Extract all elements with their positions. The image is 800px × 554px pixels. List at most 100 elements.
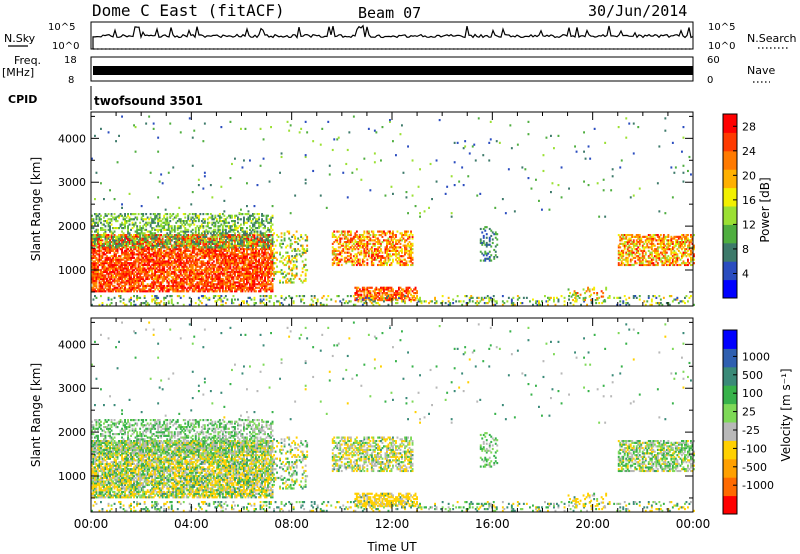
power-cell: [203, 251, 206, 254]
power-cell: [179, 281, 182, 284]
power-cell: [214, 239, 217, 242]
power-cell: [137, 248, 140, 251]
power-cell: [253, 235, 256, 238]
power-cell: [163, 274, 166, 277]
power-cell: [133, 283, 135, 286]
power-cell: [124, 262, 126, 265]
power-cell: [220, 281, 223, 284]
power-cell: [259, 284, 262, 288]
power-cell: [262, 283, 265, 286]
power-cell: [259, 256, 262, 259]
station-title: Dome C East (fitACF): [92, 1, 285, 20]
power-cell: [166, 253, 169, 256]
power-cell: [124, 213, 126, 216]
power-cell: [176, 274, 179, 277]
power-cell: [221, 235, 224, 238]
power-cell: [369, 290, 372, 293]
power-cell: [223, 274, 226, 277]
power-cell: [176, 290, 179, 293]
power-cell: [124, 260, 126, 263]
power-cell: [124, 286, 126, 289]
power-cell: [91, 249, 93, 252]
power-cell: [119, 288, 122, 291]
power-cell: [182, 265, 185, 268]
power-cell: [215, 286, 218, 289]
power-cell: [228, 248, 230, 251]
power-cell: [109, 277, 111, 281]
power-cell: [98, 242, 101, 245]
power-cell: [100, 241, 102, 244]
power-cell: [104, 283, 107, 286]
power-cell: [172, 235, 175, 238]
power-cell: [146, 290, 149, 293]
power-cell: [206, 260, 209, 263]
power-cell: [101, 262, 104, 265]
power-cell: [182, 290, 185, 293]
power-cell: [134, 235, 137, 238]
power-cell: [148, 274, 151, 277]
power-cell: [203, 242, 206, 245]
power-cell: [179, 286, 182, 289]
power-cell: [91, 241, 93, 244]
power-cell: [224, 228, 227, 231]
power-cell: [119, 281, 122, 284]
power-cell: [176, 263, 179, 267]
power-cell: [94, 281, 96, 284]
power-cell: [128, 253, 131, 256]
power-cell: [246, 251, 248, 254]
power-cell: [106, 269, 108, 272]
power-cell: [124, 277, 126, 281]
power-cell: [243, 255, 245, 258]
power-cell: [211, 249, 214, 252]
power-cell: [157, 249, 160, 252]
power-cell: [235, 253, 238, 256]
power-cell: [194, 263, 197, 267]
power-cell: [91, 270, 93, 274]
power-cell: [107, 283, 110, 286]
power-cell: [161, 272, 164, 275]
power-cell: [115, 272, 117, 275]
power-cell: [133, 260, 135, 263]
power-cell: [142, 263, 145, 267]
power-cell: [124, 249, 126, 252]
power-cell: [140, 262, 143, 265]
power-cell: [208, 288, 211, 291]
power-cell: [249, 241, 251, 244]
power-cell: [220, 272, 223, 275]
power-cell: [221, 262, 224, 265]
power-cell: [250, 281, 253, 284]
power-cell: [185, 244, 188, 247]
power-cell: [154, 262, 157, 265]
power-cell: [173, 270, 176, 274]
power-cell: [97, 241, 99, 244]
power-cell: [237, 276, 239, 279]
power-cell: [250, 279, 253, 282]
power-cell: [241, 265, 244, 268]
power-cell: [107, 269, 110, 272]
power-cell: [188, 283, 191, 286]
power-cell: [178, 241, 181, 244]
power-cell: [170, 281, 173, 284]
power-cell: [155, 234, 158, 237]
nave-label: Nave: [747, 64, 775, 77]
power-cell: [97, 272, 99, 275]
power-cell: [136, 242, 139, 245]
power-cell: [95, 267, 98, 270]
power-cell: [119, 235, 122, 238]
power-cell: [149, 241, 152, 244]
power-cell: [200, 279, 203, 282]
power-cell: [366, 262, 369, 265]
power-cell: [122, 262, 125, 265]
power-cell: [166, 246, 169, 249]
power-cell: [191, 258, 194, 261]
power-cell: [181, 262, 184, 265]
power-cell: [143, 260, 146, 263]
power-cell: [125, 279, 128, 282]
power-cell: [161, 242, 164, 245]
power-cell: [161, 279, 164, 282]
power-cell: [134, 262, 137, 265]
power-cell: [188, 256, 191, 259]
power-cell: [124, 237, 126, 240]
power-cell: [262, 253, 265, 256]
power-cell: [175, 274, 178, 277]
